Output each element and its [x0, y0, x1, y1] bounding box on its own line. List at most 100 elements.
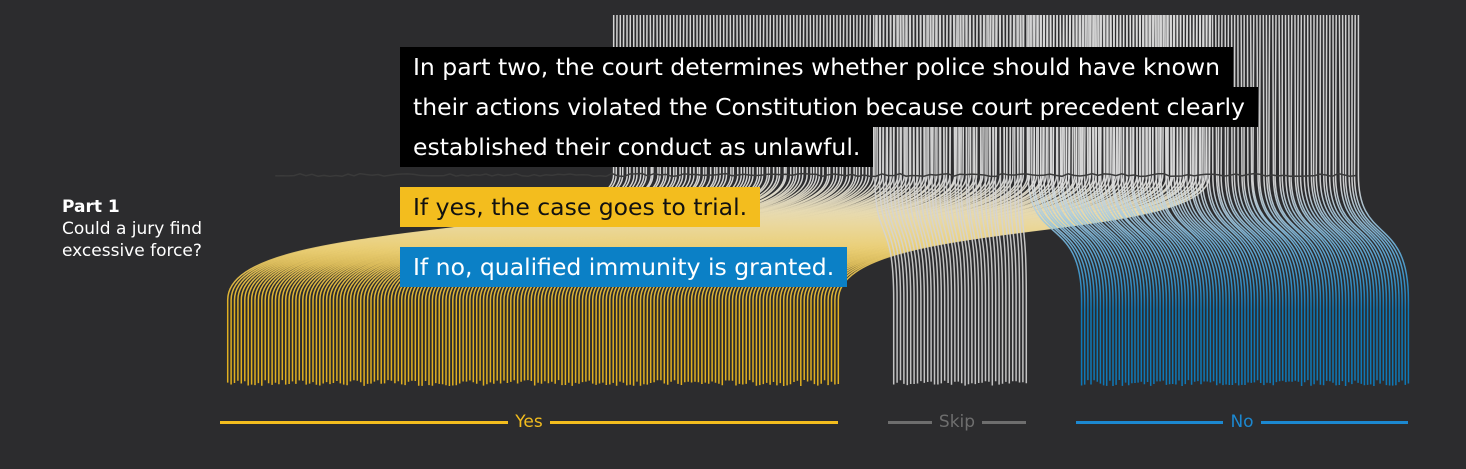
- no-strand: [1274, 14, 1328, 381]
- skip-strand: [885, 14, 905, 384]
- skip-strand: [949, 14, 963, 384]
- no-strand: [1031, 15, 1086, 385]
- no-strand: [1233, 14, 1287, 383]
- no-strand: [1075, 14, 1130, 386]
- skip-strand: [934, 14, 949, 383]
- no-strand: [1287, 14, 1341, 385]
- skip-strand: [920, 14, 936, 385]
- no-strand: [1252, 14, 1306, 383]
- no-strand: [1201, 14, 1256, 383]
- no-strand: [1224, 14, 1278, 383]
- no-strand: [1186, 14, 1240, 386]
- no-strand: [1290, 14, 1344, 382]
- yes-callout-text: If yes, the case goes to trial.: [400, 187, 761, 227]
- no-strand: [1148, 14, 1202, 385]
- no-strand: [1125, 14, 1180, 381]
- no-strand: [1208, 14, 1262, 383]
- no-strand: [1334, 14, 1388, 386]
- no-strand: [1043, 14, 1099, 382]
- no-strand: [1039, 14, 1095, 381]
- skip-strand: [878, 15, 898, 383]
- no-strand: [1078, 14, 1133, 384]
- no-callout-text: If no, qualified immunity is granted.: [400, 247, 848, 287]
- no-strand: [1176, 14, 1231, 385]
- no-strand: [1348, 14, 1400, 383]
- skip-axis-label: Skip: [938, 412, 976, 432]
- no-strand: [1315, 14, 1369, 385]
- no-strand: [1230, 14, 1284, 381]
- part-title: Part 1: [62, 197, 120, 217]
- no-strand: [1294, 14, 1347, 386]
- no-strand: [1281, 14, 1334, 383]
- yes-axis-rule-right: [549, 420, 839, 424]
- skip-strand: [960, 14, 973, 384]
- skip-strand: [957, 14, 970, 385]
- yes-axis-rule-left: [220, 420, 509, 424]
- no-strand: [1065, 14, 1121, 380]
- part-question: Could a jury find excessive force?: [62, 219, 203, 261]
- no-strand: [1119, 14, 1174, 384]
- no-strand: [1319, 14, 1372, 385]
- no-strand: [1357, 15, 1410, 384]
- part-1-label: Part 1 Could a jury find excessive force…: [62, 196, 232, 262]
- skip-axis-rule-right: [982, 420, 1026, 424]
- no-strand: [1299, 14, 1353, 385]
- no-strand: [1091, 14, 1146, 385]
- no-strand: [1278, 14, 1331, 382]
- no-strand: [1145, 14, 1199, 382]
- no-axis: No: [1076, 410, 1408, 434]
- no-strand: [1037, 14, 1092, 385]
- no-strand: [1164, 14, 1218, 386]
- no-strand: [1138, 14, 1193, 385]
- skip-strand: [983, 14, 994, 386]
- no-strand: [1332, 14, 1385, 381]
- skip-strand: [889, 14, 909, 386]
- strand-seam: [275, 172, 1357, 178]
- no-strand: [1103, 15, 1158, 382]
- no-strand: [1088, 14, 1143, 382]
- no-strand: [1310, 14, 1363, 384]
- skip-strand: [942, 14, 956, 382]
- skip-axis-rule-left: [888, 420, 932, 424]
- no-strand: [1296, 14, 1350, 383]
- yes-axis-label: Yes: [515, 412, 543, 432]
- no-strand: [1170, 14, 1224, 386]
- no-strand: [1265, 14, 1319, 381]
- no-strand: [1267, 14, 1322, 385]
- no-strand: [1240, 14, 1293, 382]
- yes-callout: If yes, the case goes to trial.: [400, 187, 761, 227]
- no-strand: [1217, 14, 1271, 384]
- no-strand: [1179, 14, 1234, 385]
- no-strand: [1284, 14, 1337, 386]
- no-strand: [1189, 14, 1243, 385]
- no-strand: [1129, 14, 1183, 386]
- skip-strand: [979, 14, 990, 382]
- callout-line: In part two, the court determines whethe…: [400, 47, 1233, 87]
- callout-line: established their conduct as unlawful.: [400, 127, 874, 167]
- no-strand: [1258, 14, 1312, 386]
- skip-strand: [882, 15, 902, 381]
- no-strand: [1351, 14, 1403, 381]
- skip-strand: [998, 14, 1007, 382]
- no-strand: [1046, 14, 1102, 384]
- skip-strand: [1006, 14, 1014, 382]
- skip-strand: [896, 14, 915, 384]
- skip-strand: [1002, 14, 1011, 384]
- no-strand: [1112, 14, 1168, 385]
- skip-strand: [931, 14, 946, 381]
- no-strand: [1220, 14, 1275, 386]
- no-strand: [1256, 14, 1309, 381]
- no-strand: [1182, 14, 1237, 384]
- no-strand: [1237, 14, 1290, 382]
- no-strand: [1205, 14, 1259, 381]
- skip-strand: [874, 14, 895, 385]
- no-strand: [1067, 14, 1124, 386]
- no-strand: [1056, 14, 1111, 381]
- no-strand: [1097, 14, 1152, 386]
- skip-strand: [900, 14, 919, 384]
- no-strand: [1312, 14, 1366, 386]
- no-strand: [1328, 14, 1381, 384]
- no-strand: [1135, 14, 1190, 381]
- no-strand: [1083, 14, 1139, 383]
- no-strand: [1303, 14, 1356, 381]
